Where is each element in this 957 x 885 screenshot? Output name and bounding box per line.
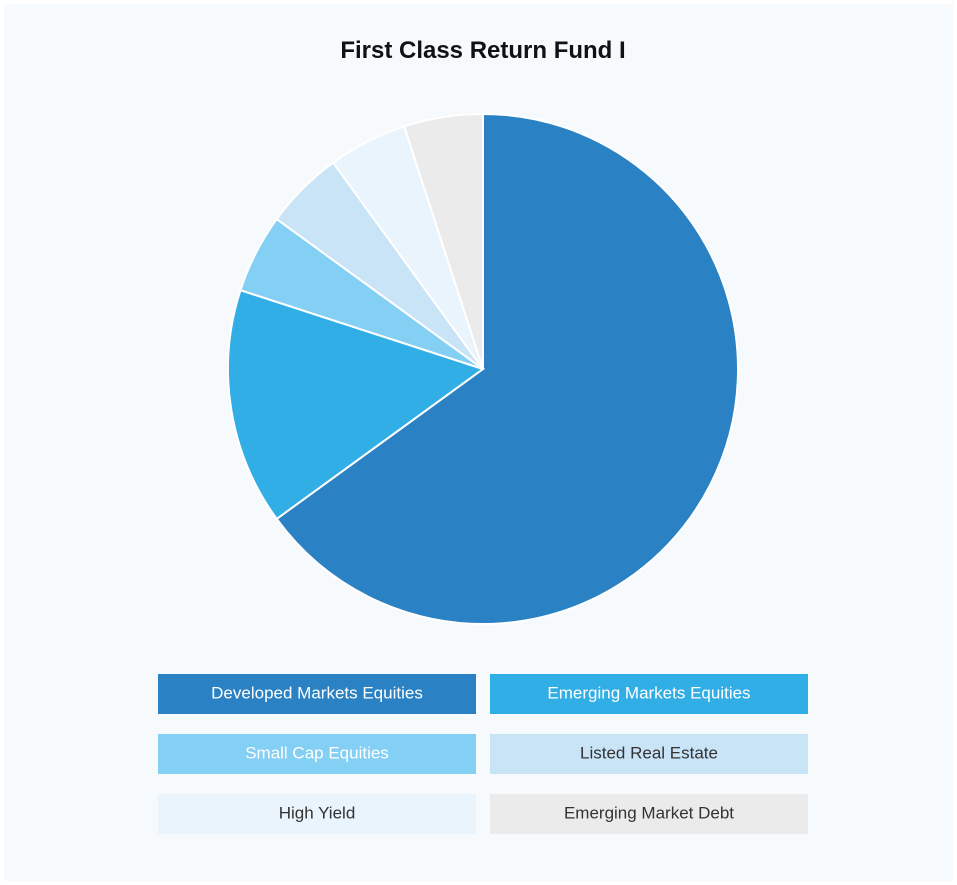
legend-label: Emerging Market Debt bbox=[564, 803, 734, 822]
legend-swatch bbox=[158, 674, 476, 714]
legend-swatch bbox=[490, 794, 808, 834]
legend-swatch bbox=[158, 794, 476, 834]
legend-swatch bbox=[490, 674, 808, 714]
pie-slice bbox=[227, 288, 486, 521]
chart-title: First Class Return Fund I bbox=[340, 37, 625, 64]
legend-label: Small Cap Equities bbox=[245, 743, 389, 762]
legend-swatch bbox=[490, 734, 808, 774]
pie-slice bbox=[275, 112, 739, 625]
legend-label: Listed Real Estate bbox=[580, 743, 718, 762]
legend-label: Emerging Markets Equities bbox=[547, 683, 750, 702]
pie-slice bbox=[402, 112, 484, 370]
legend-swatch bbox=[158, 734, 476, 774]
legend-label: Developed Markets Equities bbox=[211, 683, 423, 702]
legend-label: High Yield bbox=[279, 803, 356, 822]
